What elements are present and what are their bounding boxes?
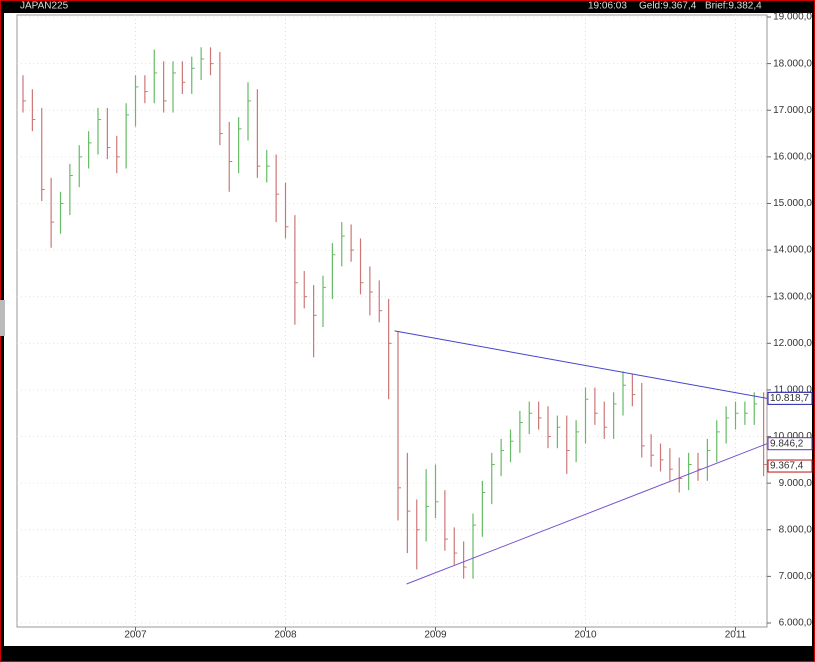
- y-tick-label: 6.000,0: [779, 618, 813, 629]
- y-tick-label: 12.000,0: [773, 338, 812, 349]
- y-tick-label: 9.000,0: [779, 478, 813, 489]
- ask-price: Brief:9.382,4: [705, 1, 762, 12]
- bid-price: Geld:9.367,4: [639, 1, 697, 12]
- trend-line: [406, 443, 768, 585]
- instrument-title: JAPAN225: [20, 1, 69, 12]
- y-tick-label: 17.000,0: [773, 105, 812, 116]
- y-tick-label: 13.000,0: [773, 291, 812, 302]
- y-tick-label: 16.000,0: [773, 151, 812, 162]
- y-tick-label: 18.000,0: [773, 58, 812, 69]
- price-marker-label: 9.367,4: [770, 461, 804, 472]
- price-marker-box: [767, 459, 813, 473]
- x-tick-label: 2010: [574, 630, 597, 641]
- y-tick-label: 19.000,0: [773, 12, 812, 23]
- y-tick-label: 14.000,0: [773, 245, 812, 256]
- trend-line: [394, 330, 768, 399]
- price-marker-box: [767, 437, 813, 451]
- x-tick-label: 2009: [424, 630, 447, 641]
- x-tick-label: 2007: [124, 630, 147, 641]
- price-marker-box: [767, 391, 813, 405]
- x-tick-label: 2008: [274, 630, 297, 641]
- price-marker-label: 9.846,2: [770, 438, 804, 449]
- clock: 19:06:03: [588, 1, 627, 12]
- y-tick-label: 15.000,0: [773, 198, 812, 209]
- y-tick-label: 11.000,0: [774, 385, 813, 396]
- side-tab: [0, 300, 5, 336]
- y-tick-label: 10.000,0: [773, 431, 812, 442]
- y-tick-label: 7.000,0: [779, 571, 813, 582]
- plot-area: [16, 14, 768, 628]
- x-tick-label: 2011: [725, 630, 747, 641]
- y-tick-label: 8.000,0: [779, 524, 813, 535]
- price-marker-label: 10.818,7: [770, 393, 809, 404]
